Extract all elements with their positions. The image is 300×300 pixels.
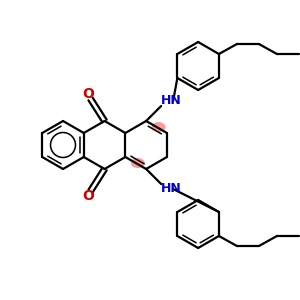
Text: O: O xyxy=(82,87,94,101)
Ellipse shape xyxy=(152,122,166,132)
Text: HN: HN xyxy=(161,94,182,107)
Ellipse shape xyxy=(131,158,145,168)
Text: HN: HN xyxy=(161,182,182,196)
Text: O: O xyxy=(82,189,94,203)
